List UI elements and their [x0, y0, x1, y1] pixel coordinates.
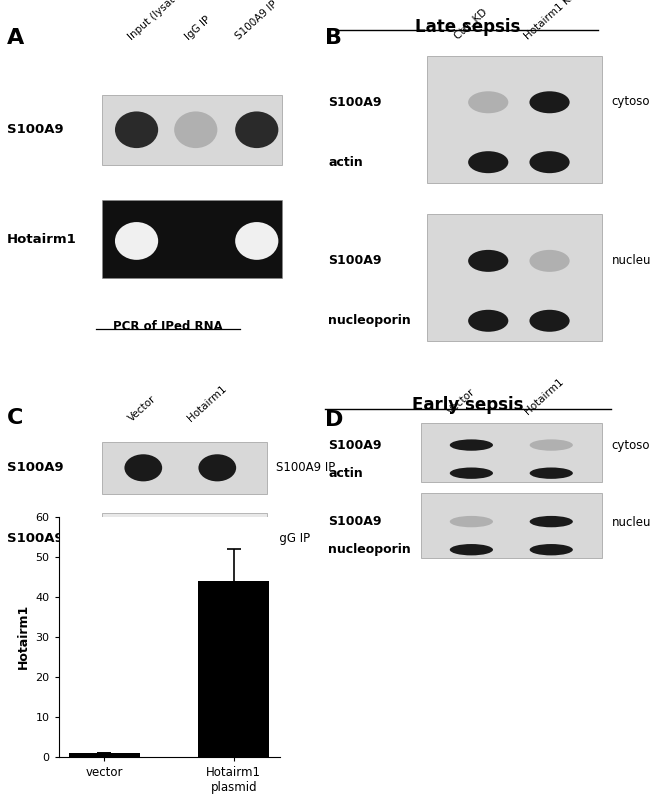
Text: Vector: Vector [126, 393, 157, 423]
Ellipse shape [530, 516, 573, 527]
Ellipse shape [450, 516, 493, 527]
Text: nucleus: nucleus [612, 516, 650, 529]
Text: Hotairm1: Hotairm1 [523, 376, 566, 417]
FancyBboxPatch shape [427, 215, 602, 341]
Text: Late sepsis: Late sepsis [415, 18, 521, 35]
Ellipse shape [530, 468, 573, 479]
Text: C: C [6, 409, 23, 429]
Ellipse shape [468, 310, 508, 332]
Text: Hotairm1 KD: Hotairm1 KD [523, 0, 578, 42]
Text: Early sepsis: Early sepsis [412, 396, 524, 414]
FancyBboxPatch shape [102, 200, 281, 278]
Ellipse shape [198, 525, 236, 552]
FancyBboxPatch shape [427, 56, 602, 183]
Text: IgG IP: IgG IP [183, 14, 212, 42]
Ellipse shape [468, 91, 508, 113]
Ellipse shape [468, 151, 508, 173]
Text: S100A9: S100A9 [328, 439, 382, 452]
Ellipse shape [235, 222, 278, 260]
Text: S100A9: S100A9 [328, 255, 382, 268]
Text: D: D [325, 410, 343, 430]
Text: nucleus: nucleus [612, 254, 650, 267]
Ellipse shape [530, 310, 569, 332]
Ellipse shape [530, 151, 569, 173]
Text: PCR of IPed RNA: PCR of IPed RNA [113, 320, 223, 333]
FancyBboxPatch shape [421, 423, 602, 482]
Text: S100A9 IP: S100A9 IP [276, 461, 335, 474]
Point [92, 324, 100, 334]
Text: S100A9: S100A9 [328, 96, 382, 109]
Ellipse shape [115, 222, 158, 260]
Text: Input (lysate): Input (lysate) [126, 0, 185, 42]
Text: Vector: Vector [446, 387, 478, 417]
Text: S100A9: S100A9 [6, 532, 63, 545]
Text: actin: actin [328, 467, 363, 480]
Ellipse shape [124, 525, 162, 552]
Ellipse shape [124, 454, 162, 481]
Text: nucleoporin: nucleoporin [328, 543, 411, 556]
Ellipse shape [450, 468, 493, 479]
Text: B: B [325, 27, 342, 47]
Ellipse shape [450, 544, 493, 555]
Ellipse shape [530, 91, 569, 113]
Text: Hotairm1: Hotairm1 [6, 232, 76, 246]
Text: S100A9: S100A9 [6, 461, 63, 474]
Text: cytosol: cytosol [612, 95, 650, 108]
FancyBboxPatch shape [102, 513, 266, 565]
Text: nucleoporin: nucleoporin [328, 314, 411, 328]
Text: cytosol: cytosol [612, 440, 650, 453]
FancyBboxPatch shape [102, 95, 281, 165]
Text: S100A9: S100A9 [328, 515, 382, 528]
Ellipse shape [530, 440, 573, 451]
Ellipse shape [530, 250, 569, 272]
Text: S100A9: S100A9 [6, 123, 63, 136]
Bar [68, 753, 140, 757]
Ellipse shape [468, 250, 508, 272]
Text: A: A [6, 27, 24, 47]
Text: S100A9 IP: S100A9 IP [234, 0, 280, 42]
Text: Hotairm1: Hotairm1 [186, 383, 229, 423]
Point [236, 324, 244, 334]
Text: Ctrl. KD: Ctrl. KD [452, 7, 489, 42]
Y-axis label: Hotairm1: Hotairm1 [17, 604, 30, 670]
Ellipse shape [174, 111, 217, 148]
FancyBboxPatch shape [102, 441, 266, 494]
Text: actin: actin [328, 155, 363, 169]
Ellipse shape [198, 454, 236, 481]
Ellipse shape [530, 544, 573, 555]
Ellipse shape [450, 440, 493, 451]
Bar [198, 581, 270, 757]
Ellipse shape [115, 111, 158, 148]
Ellipse shape [235, 111, 278, 148]
FancyBboxPatch shape [421, 493, 602, 558]
Text: IgG IP: IgG IP [276, 532, 310, 545]
